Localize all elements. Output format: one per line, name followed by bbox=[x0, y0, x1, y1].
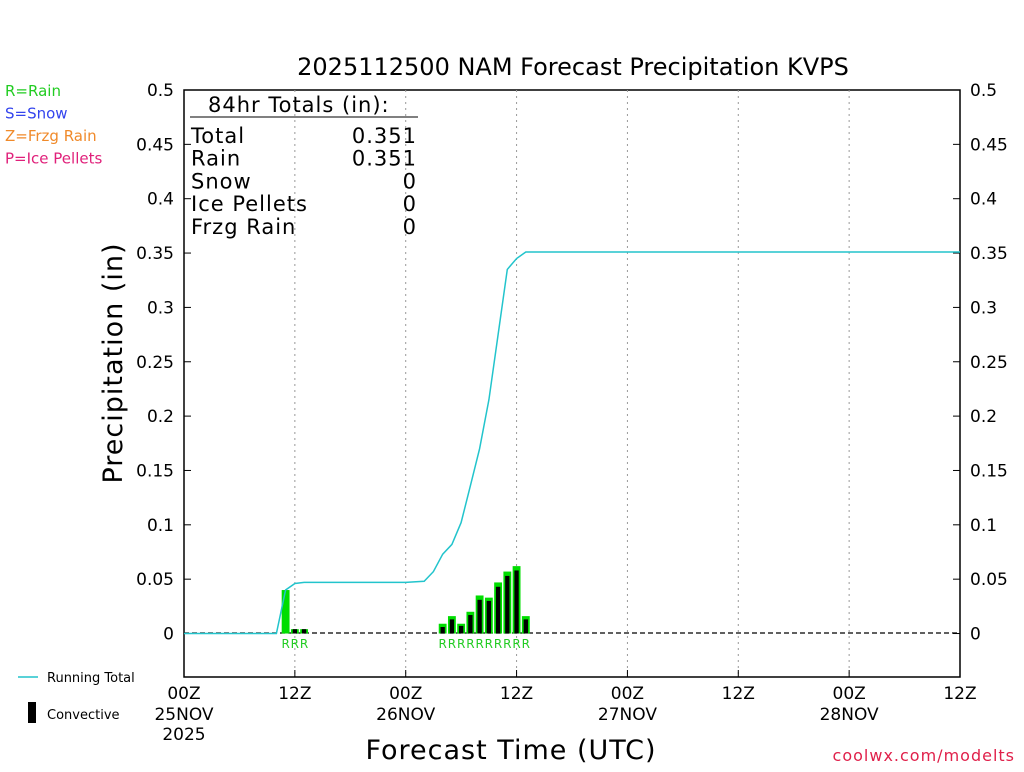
y-tick-label-left: 0.05 bbox=[136, 570, 174, 590]
totals-row-value: 0 bbox=[403, 215, 417, 239]
y-tick-label-right: 0.1 bbox=[970, 516, 997, 536]
y-tick-label-left: 0 bbox=[163, 625, 174, 645]
y-tick-label-left: 0.3 bbox=[147, 298, 174, 318]
x-tick-label: 12Z bbox=[500, 684, 533, 704]
y-tick-label-right: 0.15 bbox=[970, 461, 1008, 481]
convective-bar bbox=[458, 625, 464, 634]
convective-bar bbox=[486, 600, 492, 634]
precip-type-mark: R bbox=[448, 637, 456, 651]
precip-type-mark: R bbox=[522, 637, 530, 651]
plot-frame bbox=[183, 89, 961, 678]
credit-text: coolwx.com/modelts bbox=[833, 746, 1015, 765]
y-tick-label-right: 0 bbox=[970, 625, 981, 645]
y-tick-label-right: 0.2 bbox=[970, 407, 997, 427]
precip-type-mark: R bbox=[457, 637, 465, 651]
series-legend: Running Total Convective bbox=[18, 671, 135, 723]
precip-type-mark: R bbox=[503, 637, 511, 651]
precip-type-legend: R=Rain S=Snow Z=Frzg Rain P=Ice Pellets bbox=[5, 82, 102, 168]
y-tick-label-left: 0.45 bbox=[136, 135, 174, 155]
precip-bars bbox=[281, 566, 530, 634]
y-tick-label-right: 0.5 bbox=[970, 81, 997, 101]
running-total-line bbox=[184, 251, 960, 635]
convective-legend-label: Convective bbox=[47, 708, 120, 723]
convective-bar bbox=[468, 615, 473, 634]
x-tick-date: 28NOV bbox=[820, 705, 879, 725]
y-tick-label-left: 0.5 bbox=[147, 81, 174, 101]
running-total-legend-label: Running Total bbox=[47, 671, 135, 686]
y-axis-right: 0.5 0.45 0.4 0.35 0.3 0.25 0.2 0.15 0.1 0.05 0 bbox=[953, 81, 1008, 645]
type-legend-item: P=Ice Pellets bbox=[5, 150, 102, 168]
precip-type-mark: R bbox=[281, 637, 289, 651]
type-legend-item: S=Snow bbox=[5, 105, 68, 123]
y-tick-label-right: 0.25 bbox=[970, 353, 1008, 373]
precip-type-mark: R bbox=[438, 637, 446, 651]
precip-type-mark: R bbox=[485, 637, 493, 651]
convective-bar bbox=[495, 586, 501, 634]
totals-row-label: Rain bbox=[191, 147, 241, 171]
y-tick-label-right: 0.35 bbox=[970, 244, 1008, 264]
totals-row-label: Frzg Rain bbox=[191, 215, 296, 239]
precip-type-mark: R bbox=[494, 637, 502, 651]
totals-row-label: Total bbox=[190, 124, 245, 148]
convective-bar bbox=[505, 575, 510, 634]
x-axis-label: Forecast Time (UTC) bbox=[365, 735, 656, 766]
x-tick-date: 25NOV bbox=[154, 705, 213, 725]
chart-title: 2025112500 NAM Forecast Precipitation KV… bbox=[297, 53, 849, 81]
x-tick-label: 00Z bbox=[167, 684, 200, 704]
x-tick-date: 27NOV bbox=[598, 705, 657, 725]
totals-row-value: 0.351 bbox=[352, 147, 417, 171]
convective-swatch bbox=[28, 702, 36, 723]
totals-box: 84hr Totals (in): Total 0.351 Rain 0.351 Sno… bbox=[190, 93, 418, 239]
totals-row-label: Snow bbox=[191, 169, 252, 193]
x-tick-label: 00Z bbox=[833, 684, 866, 704]
x-tick-label: 12Z bbox=[722, 684, 755, 704]
convective-bar bbox=[440, 626, 445, 634]
precip-type-mark: R bbox=[466, 637, 474, 651]
convective-bar bbox=[477, 599, 482, 634]
y-tick-label-left: 0.15 bbox=[136, 461, 174, 481]
x-tick-label: 12Z bbox=[278, 684, 311, 704]
vertical-gridlines bbox=[294, 90, 850, 677]
type-legend-item: Z=Frzg Rain bbox=[5, 127, 97, 145]
x-tick-date: 26NOV bbox=[376, 705, 435, 725]
y-tick-label-right: 0.05 bbox=[970, 570, 1008, 590]
y-tick-label-left: 0.25 bbox=[136, 353, 174, 373]
x-tick-year: 2025 bbox=[162, 725, 205, 745]
totals-row-value: 0.351 bbox=[352, 124, 417, 148]
y-tick-label-right: 0.45 bbox=[970, 135, 1008, 155]
totals-row-label: Ice Pellets bbox=[191, 192, 308, 216]
precip-type-mark: R bbox=[291, 637, 299, 651]
convective-bar bbox=[292, 629, 298, 634]
y-axis-left: 0.5 0.45 0.4 0.35 0.3 0.25 0.2 0.15 0.1 0.05 0 bbox=[136, 81, 191, 645]
totals-rows: Total 0.351 Rain 0.351 Snow 0 Ice Pellets 0 Frzg… bbox=[190, 124, 417, 239]
y-tick-label-left: 0.1 bbox=[147, 516, 174, 536]
y-tick-label-left: 0.35 bbox=[136, 244, 174, 264]
precip-type-mark: R bbox=[300, 637, 308, 651]
type-legend-item: R=Rain bbox=[5, 82, 61, 100]
totals-header: 84hr Totals (in): bbox=[208, 93, 390, 117]
y-tick-label-right: 0.3 bbox=[970, 298, 997, 318]
x-tick-label: 12Z bbox=[943, 684, 976, 704]
convective-bar bbox=[301, 629, 307, 634]
y-tick-label-left: 0.2 bbox=[147, 407, 174, 427]
precip-type-mark: R bbox=[512, 637, 520, 651]
precip-bar bbox=[281, 590, 290, 634]
x-tick-label: 00Z bbox=[389, 684, 422, 704]
convective-bar bbox=[449, 619, 455, 634]
y-tick-label-right: 0.4 bbox=[970, 190, 997, 210]
precip-type-mark: R bbox=[475, 637, 483, 651]
y-tick-label-left: 0.4 bbox=[147, 190, 174, 210]
totals-row-value: 0 bbox=[403, 169, 417, 193]
y-axis-label: Precipitation (in) bbox=[98, 242, 129, 483]
convective-bar bbox=[523, 619, 528, 634]
convective-bar bbox=[514, 570, 519, 634]
x-tick-label: 00Z bbox=[611, 684, 644, 704]
totals-row-value: 0 bbox=[403, 192, 417, 216]
